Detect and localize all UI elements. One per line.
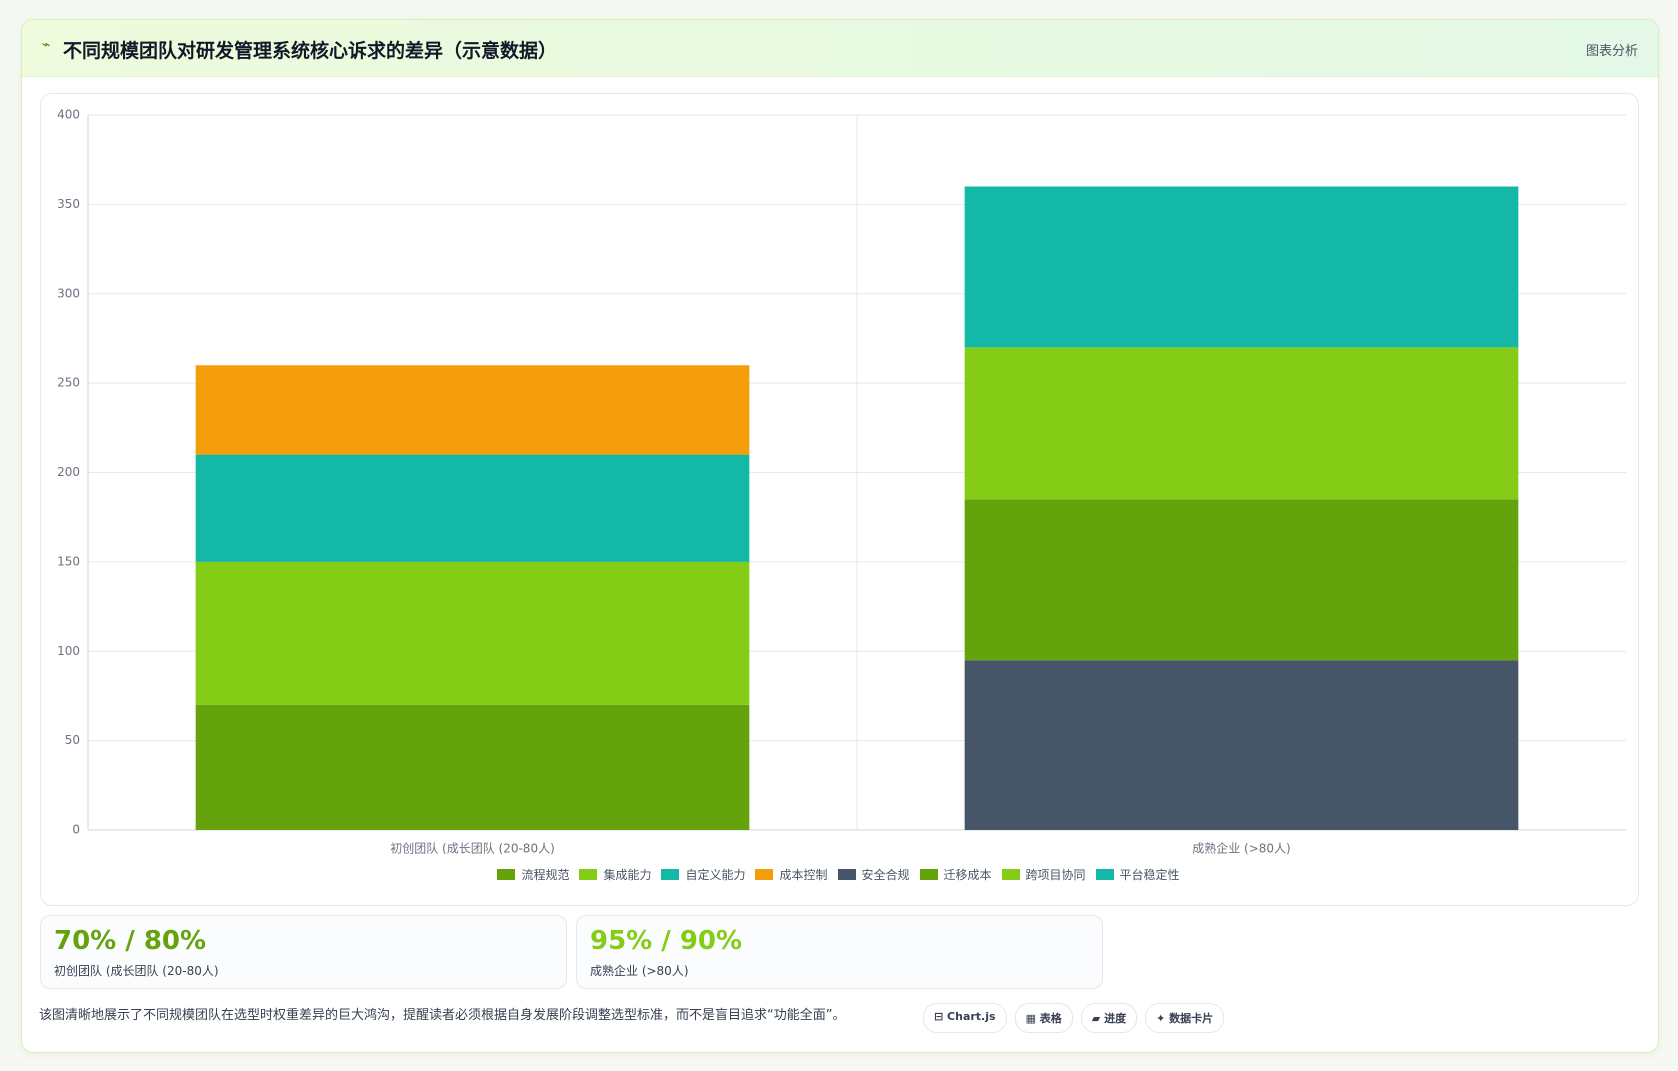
legend-swatch	[497, 869, 516, 880]
bar-segment	[195, 704, 750, 830]
bar-segment	[195, 561, 750, 705]
legend-swatch	[661, 869, 680, 880]
header-tag: 图表分析	[1585, 44, 1638, 59]
stat-card: 95% / 90% 成熟企业 (>80人)	[576, 915, 1103, 989]
header-icon: ⌁	[42, 37, 51, 53]
stat-value: 70% / 80%	[54, 926, 207, 956]
bar-segment	[964, 347, 1519, 500]
legend-label: 集成能力	[603, 868, 652, 882]
chart: 0 50 100 150 200 250 300 350 400 初创团队 (成长团队 (20-8…	[57, 108, 1626, 856]
bar-segment	[964, 660, 1519, 830]
stat-label: 成熟企业 (>80人)	[590, 964, 689, 978]
toolbar-button[interactable]: ⊟ Chart.js	[923, 1003, 1007, 1033]
y-tick-label: 0	[72, 823, 80, 837]
toolbar-button[interactable]: ▰ 进度	[1080, 1003, 1138, 1033]
legend-swatch	[755, 869, 774, 880]
toolbar: ⊟ Chart.js ▦ 表格 ▰ 进度 ✦ 数据卡片	[923, 1003, 1225, 1033]
toolbar-button[interactable]: ▦ 表格	[1014, 1003, 1073, 1033]
legend-item: 安全合规	[837, 866, 910, 883]
legend-label: 成本控制	[779, 868, 828, 882]
legend-swatch	[579, 869, 598, 880]
y-tick-label: 300	[57, 286, 80, 300]
note: 该图清晰地展示了不同规模团队在选型时权重差异的巨大鸿沟，提醒读者必须根据自身发展…	[39, 1008, 846, 1023]
chart-title: 不同规模团队对研发管理系统核心诉求的差异（示意数据）	[63, 40, 558, 62]
bar-segment	[964, 499, 1519, 661]
legend-swatch	[919, 869, 938, 880]
y-tick-label: 400	[57, 108, 80, 122]
y-tick-label: 350	[57, 197, 80, 211]
legend-label: 迁移成本	[943, 868, 992, 882]
legend-swatch	[837, 869, 856, 880]
chart-panel: 0 50 100 150 200 250 300 350 400 初创团队 (成长团队 (20-8…	[40, 93, 1639, 906]
legend-label: 跨项目协同	[1025, 868, 1086, 882]
x-tick-label: 初创团队 (成长团队 (20-80人)	[390, 841, 555, 856]
y-tick-label: 100	[57, 644, 80, 658]
legend-item: 流程规范	[497, 866, 569, 883]
legend-item: 成本控制	[755, 866, 828, 883]
stat-label: 初创团队 (成长团队 (20-80人)	[54, 964, 219, 978]
legend-swatch	[1001, 869, 1020, 880]
stat-value: 95% / 90%	[590, 926, 743, 956]
legend-label: 安全合规	[861, 868, 910, 882]
legend-label: 自定义能力	[685, 868, 746, 882]
x-tick-label: 成熟企业 (>80人)	[1192, 841, 1291, 856]
y-tick-label: 150	[57, 554, 80, 568]
stat-card: 70% / 80% 初创团队 (成长团队 (20-80人)	[40, 915, 567, 989]
header: ⌁ 不同规模团队对研发管理系统核心诉求的差异（示意数据） 图表分析	[22, 20, 1658, 77]
legend-item: 集成能力	[579, 866, 651, 883]
toolbar-button[interactable]: ✦ 数据卡片	[1145, 1003, 1225, 1033]
legend-item: 迁移成本	[919, 866, 992, 883]
legend-item: 平台稳定性	[1095, 866, 1180, 883]
y-tick-label: 200	[57, 465, 80, 479]
legend-item: 跨项目协同	[1001, 866, 1086, 883]
legend-item: 自定义能力	[661, 866, 745, 883]
legend-label: 平台稳定性	[1119, 868, 1180, 882]
bar-segment	[195, 365, 750, 455]
legend: 流程规范 集成能力 自定义能力 成本控制 安全合规 迁移成本 跨项目协同 平台稳定性	[40, 866, 1637, 883]
bar-segment	[964, 186, 1519, 348]
y-tick-label: 250	[57, 376, 80, 390]
bar-segment	[195, 454, 750, 562]
y-tick-label: 50	[65, 733, 80, 747]
legend-swatch	[1095, 869, 1114, 880]
legend-label: 流程规范	[521, 868, 570, 882]
